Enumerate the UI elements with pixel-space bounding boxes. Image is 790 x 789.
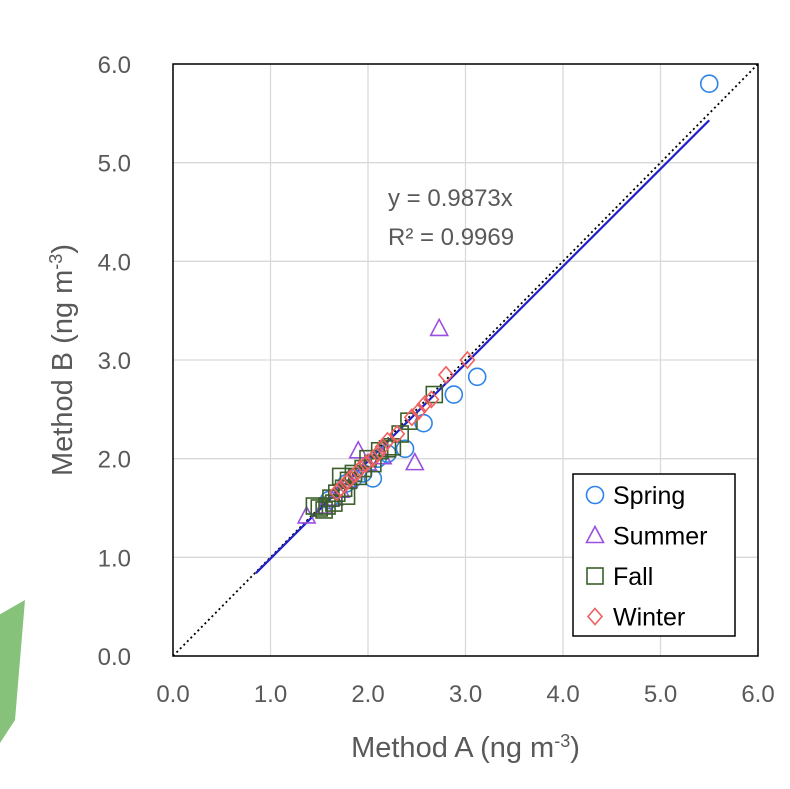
y-axis-label: Method B (ng m-3) bbox=[46, 244, 79, 476]
legend-marker-summer bbox=[585, 524, 605, 544]
point-summer bbox=[314, 495, 334, 514]
point-summer bbox=[404, 451, 425, 471]
legend-marker-spring bbox=[585, 485, 605, 505]
plot-frame bbox=[172, 63, 759, 657]
point-winter bbox=[374, 437, 391, 457]
identity-line bbox=[172, 63, 759, 657]
point-spring bbox=[467, 367, 487, 387]
y-tick-labels: 0.0 1.0 2.0 3.0 4.0 5.0 6.0 bbox=[98, 52, 131, 671]
point-winter bbox=[389, 424, 406, 444]
point-fall bbox=[305, 497, 324, 515]
y-tick-label: 0.0 bbox=[98, 644, 131, 671]
point-winter bbox=[328, 482, 345, 502]
legend-label-summer: Summer bbox=[613, 523, 707, 551]
legend-label-spring: Spring bbox=[613, 482, 685, 510]
y-tick-label: 2.0 bbox=[98, 447, 131, 474]
y-tick-label: 5.0 bbox=[98, 151, 131, 178]
x-tick-label: 2.0 bbox=[351, 681, 384, 708]
point-spring bbox=[395, 439, 415, 459]
x-tick-label: 3.0 bbox=[449, 681, 482, 708]
x-tick-label: 5.0 bbox=[644, 681, 677, 708]
x-axis-label: Method A (ng m-3) bbox=[351, 731, 580, 764]
legend: Spring Summer Fall Winter bbox=[572, 473, 736, 637]
y-tick-label: 3.0 bbox=[98, 348, 131, 375]
legend-label-winter: Winter bbox=[613, 604, 685, 632]
point-winter bbox=[403, 408, 420, 427]
y-tick-label: 1.0 bbox=[98, 545, 131, 572]
point-winter bbox=[410, 402, 427, 421]
x-tick-label: 6.0 bbox=[741, 681, 774, 708]
legend-label-fall: Fall bbox=[613, 563, 653, 591]
point-fall bbox=[310, 499, 329, 517]
point-spring bbox=[699, 74, 719, 94]
trendline-r-squared: R² = 0.9969 bbox=[388, 224, 514, 251]
point-fall bbox=[315, 501, 333, 519]
y-tick-label: 6.0 bbox=[98, 52, 131, 79]
point-fall bbox=[325, 494, 343, 512]
point-spring bbox=[444, 385, 464, 404]
decorative-leaf-shape bbox=[0, 600, 25, 743]
point-fall bbox=[425, 385, 444, 404]
point-winter bbox=[364, 449, 381, 468]
point-winter bbox=[423, 390, 440, 409]
x-tick-label: 4.0 bbox=[546, 681, 579, 708]
y-tick-label: 4.0 bbox=[98, 249, 131, 276]
point-winter bbox=[459, 350, 476, 370]
legend-marker-winter bbox=[586, 607, 604, 626]
trendline-equation: y = 0.9873x bbox=[388, 185, 513, 212]
x-tick-labels: 0.0 1.0 2.0 3.0 4.0 5.0 6.0 bbox=[156, 681, 774, 708]
point-summer bbox=[429, 317, 450, 337]
data-points bbox=[296, 74, 719, 524]
legend-marker-fall bbox=[586, 567, 604, 585]
point-summer bbox=[348, 440, 369, 459]
x-tick-label: 0.0 bbox=[156, 681, 189, 708]
point-winter bbox=[437, 365, 455, 385]
x-tick-label: 1.0 bbox=[254, 681, 287, 708]
